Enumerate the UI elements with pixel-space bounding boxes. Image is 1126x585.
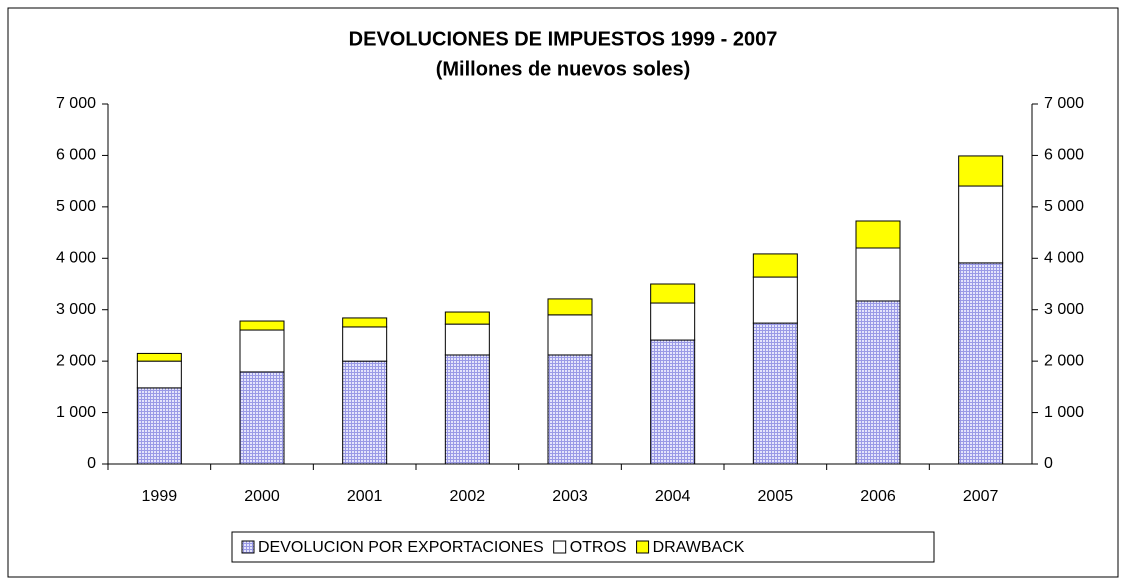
bar-segment [855, 220, 901, 249]
bar-segment [547, 314, 593, 356]
legend-swatch [636, 540, 650, 554]
bar-segment [752, 253, 798, 278]
x-tick-label: 2003 [552, 488, 588, 505]
bar-segment [444, 354, 490, 465]
bar-segment [650, 302, 696, 341]
chart-title: DEVOLUCIONES DE IMPUESTOS 1999 - 2007 [349, 28, 778, 50]
bar-segment [958, 155, 1004, 187]
y2-tick-label: 4 000 [1044, 250, 1084, 267]
y-tick-label: 2 000 [56, 352, 96, 369]
x-tick-label: 1999 [142, 488, 178, 505]
y-tick-label: 7 000 [56, 95, 96, 112]
bar-segment [444, 323, 490, 356]
bar-segment [136, 360, 182, 389]
legend-label: DEVOLUCION POR EXPORTACIONES [258, 539, 544, 556]
y2-tick-label: 3 000 [1044, 301, 1084, 318]
legend-label: DRAWBACK [653, 539, 745, 556]
legend-swatch [241, 540, 255, 554]
x-tick-label: 2000 [244, 488, 280, 505]
chart-border [7, 7, 1119, 578]
y-tick-label: 1 000 [56, 404, 96, 421]
bar-segment [650, 283, 696, 304]
bar-segment [239, 320, 285, 331]
y-tick-label: 6 000 [56, 147, 96, 164]
x-tick-label: 2004 [655, 488, 691, 505]
bar-segment [239, 329, 285, 373]
bar-segment [752, 322, 798, 465]
legend-swatch [553, 540, 567, 554]
x-tick-label: 2002 [450, 488, 486, 505]
x-tick-label: 2007 [963, 488, 999, 505]
bar-segment [650, 339, 696, 465]
y2-tick-label: 2 000 [1044, 352, 1084, 369]
bar-segment [342, 360, 388, 465]
y-tick-label: 4 000 [56, 250, 96, 267]
bar-segment [855, 247, 901, 302]
legend-label: OTROS [570, 539, 627, 556]
y2-tick-label: 7 000 [1044, 95, 1084, 112]
y2-tick-label: 6 000 [1044, 147, 1084, 164]
bar-segment [855, 300, 901, 465]
y-tick-label: 3 000 [56, 301, 96, 318]
bar-segment [239, 371, 285, 465]
x-tick-label: 2006 [860, 488, 896, 505]
bar-segment [342, 326, 388, 362]
y2-tick-label: 5 000 [1044, 198, 1084, 215]
bar-segment [547, 298, 593, 316]
y-tick-label: 5 000 [56, 198, 96, 215]
bar-segment [958, 185, 1004, 264]
bar-segment [136, 352, 182, 362]
bar-segment [958, 262, 1004, 465]
y2-tick-label: 0 [1044, 455, 1053, 472]
bar-segment [136, 387, 182, 465]
chart-subtitle: (Millones de nuevos soles) [436, 58, 691, 80]
legend-box [231, 531, 935, 563]
y2-tick-label: 1 000 [1044, 404, 1084, 421]
bar-segment [547, 354, 593, 465]
x-tick-label: 2005 [758, 488, 794, 505]
y-tick-label: 0 [87, 455, 96, 472]
bar-segment [342, 317, 388, 328]
bar-segment [444, 311, 490, 325]
x-tick-label: 2001 [347, 488, 383, 505]
bar-segment [752, 276, 798, 324]
